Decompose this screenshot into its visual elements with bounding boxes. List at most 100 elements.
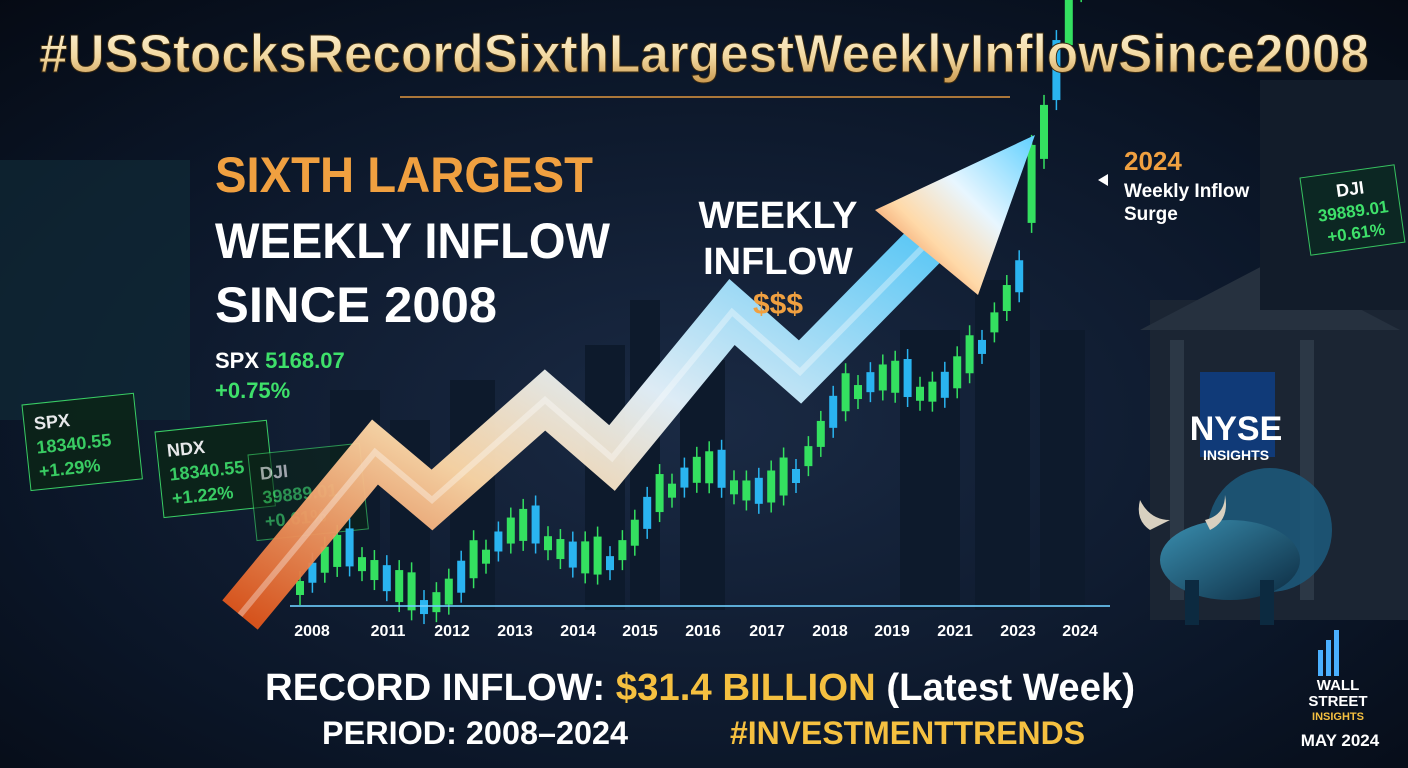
candle-body bbox=[965, 335, 974, 374]
candle-body bbox=[296, 581, 304, 595]
record-amount: $31.4 BILLION bbox=[616, 667, 876, 709]
candle-body bbox=[804, 446, 813, 467]
candle-body bbox=[544, 536, 552, 551]
candle-body bbox=[841, 373, 850, 412]
candle-body bbox=[593, 536, 602, 575]
candle-body bbox=[308, 562, 317, 583]
year-label: 2019 bbox=[874, 623, 910, 640]
logo-text: WALL bbox=[1317, 677, 1360, 694]
year-label: 2024 bbox=[1062, 623, 1098, 640]
arrow-label: $$$ bbox=[753, 288, 803, 321]
arrow-label: WEEKLY bbox=[698, 195, 857, 237]
candle-body bbox=[519, 508, 528, 541]
candle-body bbox=[320, 546, 329, 573]
candle-body bbox=[345, 528, 354, 567]
title: #USStocksRecordSixthLargestWeeklyInflowS… bbox=[39, 24, 1369, 84]
candle-body bbox=[717, 449, 726, 488]
logo: WALL STREET INSIGHTS MAY 2024 bbox=[1301, 630, 1380, 750]
candle-body bbox=[655, 474, 664, 513]
candle-body bbox=[767, 470, 776, 503]
spx-quote: SPX 5168.07 bbox=[215, 348, 345, 373]
record-line: RECORD INFLOW: $31.4 BILLION (Latest Wee… bbox=[265, 667, 1135, 709]
candle-body bbox=[990, 312, 999, 333]
value: 5168.07 bbox=[265, 348, 345, 373]
spx-change: +0.75% bbox=[215, 378, 290, 403]
logo-text: STREET bbox=[1308, 693, 1367, 710]
year-label: 2018 bbox=[812, 623, 848, 640]
candle-body bbox=[903, 359, 912, 398]
candle-body bbox=[358, 557, 366, 572]
year-label: 2016 bbox=[685, 623, 721, 640]
candle-body bbox=[333, 534, 342, 567]
candle-body bbox=[829, 395, 838, 428]
candle-body bbox=[395, 570, 404, 603]
symbol: NDX bbox=[166, 437, 206, 461]
candle-body bbox=[568, 541, 577, 568]
right-ticker: DJI 39889.01 +0.61% bbox=[1299, 164, 1406, 256]
candle-body bbox=[606, 556, 614, 571]
candle-body bbox=[742, 480, 751, 501]
candle-body bbox=[792, 468, 800, 483]
pointer bbox=[1098, 174, 1108, 186]
candle-body bbox=[891, 360, 900, 393]
candle-body bbox=[928, 381, 937, 402]
candlestick-chart bbox=[296, 0, 1082, 625]
bull-globe bbox=[1138, 468, 1332, 625]
symbol: SPX bbox=[33, 410, 71, 434]
year-label: 2023 bbox=[1000, 623, 1036, 640]
candle-body bbox=[420, 600, 428, 615]
candle-body bbox=[1027, 144, 1036, 223]
year-label: 2015 bbox=[622, 623, 658, 640]
candle-body bbox=[866, 372, 875, 393]
annotation-year: 2024 bbox=[1124, 146, 1182, 176]
candle-body bbox=[618, 540, 627, 561]
candle-body bbox=[494, 531, 503, 552]
candle-body bbox=[581, 541, 590, 574]
candle-body bbox=[705, 451, 714, 484]
candle-body bbox=[457, 560, 466, 593]
candle-body bbox=[754, 477, 763, 504]
headline-line: SIXTH LARGEST bbox=[215, 147, 593, 203]
candle-body bbox=[630, 519, 639, 546]
headline-line: SINCE 2008 bbox=[215, 277, 497, 333]
candle-body bbox=[940, 371, 949, 398]
symbol: DJI bbox=[1335, 177, 1366, 201]
candle-body bbox=[482, 549, 490, 564]
symbol: SPX bbox=[215, 348, 259, 373]
candle-body bbox=[556, 539, 565, 560]
candle-body bbox=[432, 592, 441, 613]
candle-body bbox=[506, 517, 515, 544]
year-label: 2014 bbox=[560, 623, 596, 640]
candle-body bbox=[730, 480, 738, 495]
candle-body bbox=[854, 385, 862, 400]
candle-body bbox=[953, 356, 962, 389]
symbol: DJI bbox=[259, 461, 289, 484]
date: MAY 2024 bbox=[1301, 731, 1380, 750]
candle-body bbox=[779, 457, 788, 496]
candle-body bbox=[382, 565, 391, 592]
year-label: 2021 bbox=[937, 623, 973, 640]
monitor-glow bbox=[0, 160, 190, 420]
year-label: 2013 bbox=[497, 623, 533, 640]
candle-body bbox=[916, 386, 924, 401]
candle-body bbox=[978, 339, 986, 354]
candle-body bbox=[531, 505, 540, 544]
candle-body bbox=[407, 572, 416, 611]
candle-body bbox=[643, 496, 652, 529]
logo-text: INSIGHTS bbox=[1312, 711, 1364, 723]
year-label: 2008 bbox=[294, 623, 330, 640]
annotation-text: Weekly Inflow bbox=[1124, 181, 1250, 202]
candle-body bbox=[1064, 0, 1073, 46]
headline-line: WEEKLY INFLOW bbox=[215, 213, 611, 269]
candle-body bbox=[816, 420, 825, 447]
candle-body bbox=[1015, 260, 1024, 293]
year-label: 2011 bbox=[371, 623, 406, 640]
record-label: RECORD INFLOW: bbox=[265, 667, 605, 709]
candle-body bbox=[1040, 104, 1048, 159]
sign: INSIGHTS bbox=[1203, 447, 1269, 463]
record-note: (Latest Week) bbox=[886, 667, 1135, 709]
timeline: 2008 2011 2012 2013 2014 2015 2016 2017 2018 2019… bbox=[294, 623, 1098, 640]
